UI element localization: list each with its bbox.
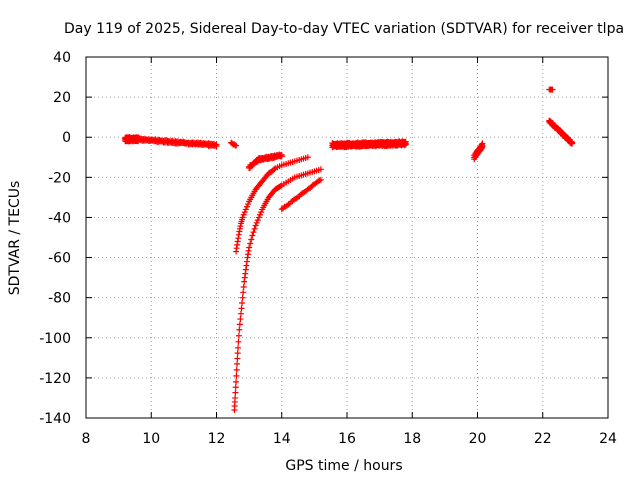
series [546,117,576,147]
data-point [234,360,241,367]
series [228,139,240,149]
data-point [278,151,285,158]
data-point [232,389,239,396]
plot-frame [85,56,609,419]
series [546,86,556,93]
data-point [271,166,278,173]
y-tick-label: -40 [48,210,71,226]
data-point [236,321,243,328]
data-point [246,244,253,251]
data-point [245,201,252,208]
data-point [569,139,576,146]
x-tick-label: 14 [273,431,291,447]
data-point [317,176,324,183]
data-point [232,394,239,401]
data-point [238,305,245,312]
y-tick-label: -100 [39,331,71,347]
data-point [307,185,314,192]
data-point [254,217,261,224]
data-point [235,338,242,345]
data-point [317,166,324,173]
y-tick-label: -120 [39,371,71,387]
data-point [241,209,248,216]
data-point [237,316,244,323]
y-tick-label: 0 [62,130,71,146]
data-point [239,300,246,307]
x-tick-label: 12 [208,431,226,447]
series [231,166,324,413]
data-point [549,86,556,93]
x-tick-label: 24 [599,431,617,447]
data-point [247,240,254,247]
data-point [243,203,250,210]
x-axis-label: GPS time / hours [285,458,402,474]
data-point [237,310,244,317]
y-tick-label: -140 [39,411,71,427]
data-point [277,183,284,190]
data-point [235,344,242,351]
data-point [304,154,311,161]
x-tick-labels: 8 10 12 14 16 18 20 22 24 [82,431,617,447]
data-point [285,201,292,208]
x-tick-label: 16 [338,431,356,447]
data-point [234,355,241,362]
x-tick-label: 10 [142,431,160,447]
data-point [233,378,240,385]
series [278,176,324,213]
data-points [122,86,576,413]
data-point [233,142,240,149]
y-tick-label: 40 [53,50,71,66]
y-tick-label: 20 [53,90,71,106]
data-point [250,229,257,236]
data-point [479,140,486,147]
data-point [234,350,241,357]
data-point [236,326,243,333]
data-point [239,294,246,301]
series [329,138,409,151]
data-point [316,177,323,184]
data-point [240,283,247,290]
data-point [299,190,305,197]
y-tick-label: -20 [48,170,71,186]
data-point [242,206,249,213]
data-point [402,138,409,145]
chart-title: Day 119 of 2025, Sidereal Day-to-day VTE… [64,21,624,37]
data-point [232,384,239,391]
data-point [257,211,263,218]
y-axis-label: SDTVAR / TECUs [7,181,23,296]
x-tick-label: 20 [469,431,487,447]
data-point [255,214,262,221]
data-point [240,289,247,296]
series [233,154,311,255]
y-tick-labels: -140 -120 -100 -80 -60 -40 -20 0 20 40 [39,50,71,427]
data-point [253,219,260,226]
x-tick-label: 8 [82,431,91,447]
y-tick-label: -60 [48,251,71,267]
data-point [258,209,265,216]
series [246,151,285,172]
series [471,140,486,163]
series [122,134,220,150]
data-point [252,222,259,229]
data-point [248,236,255,243]
data-point [235,332,242,339]
data-point [233,372,240,379]
data-point [239,214,246,221]
data-point [233,366,240,373]
data-point [213,141,220,148]
data-point [249,232,256,239]
data-point [251,225,258,232]
x-tick-label: 18 [403,431,421,447]
y-tick-label: -80 [48,291,71,307]
x-tick-label: 22 [534,431,552,447]
grid [86,57,608,418]
data-point [240,211,247,218]
